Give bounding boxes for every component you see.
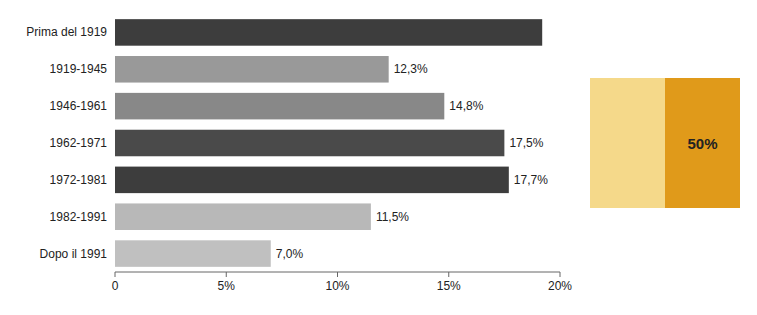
category-label: Dopo il 1991 <box>40 247 108 261</box>
tick <box>337 272 338 277</box>
tick-label: 15% <box>437 279 461 293</box>
bar <box>115 240 271 267</box>
data-label: 17,5% <box>509 136 543 150</box>
tick-label: 0 <box>112 279 119 293</box>
data-label: 17,7% <box>514 173 548 187</box>
annotation: 50% <box>687 135 717 152</box>
bar <box>115 203 371 230</box>
bar <box>115 167 509 194</box>
chart: 12,3% 14,8% 17,5% 17,7% 11,5% 7,0% Prima del 1… <box>0 0 757 315</box>
tick <box>448 272 449 277</box>
tick <box>560 272 561 277</box>
category-label: 1962-1971 <box>50 136 108 150</box>
inset-light <box>590 78 665 208</box>
y-axis: Prima del 1919 1919-1945 1946-1961 1962-197… <box>26 25 107 260</box>
data-label: 14,8% <box>449 99 483 113</box>
data-label: 12,3% <box>394 62 428 76</box>
category-label: 1919-1945 <box>50 62 108 76</box>
bar <box>115 56 389 83</box>
x-axis: 0 5% 10% 15% 20% <box>112 272 573 293</box>
bar <box>115 93 444 120</box>
inset: 50% <box>590 78 740 208</box>
tick-label: 5% <box>218 279 236 293</box>
tick-label: 20% <box>548 279 572 293</box>
category-label: 1946-1961 <box>50 99 108 113</box>
category-label: 1982-1991 <box>50 210 108 224</box>
data-label: 7,0% <box>276 247 304 261</box>
tick-label: 10% <box>325 279 349 293</box>
inset-dark <box>665 78 740 208</box>
data-label: 11,5% <box>376 210 409 224</box>
bars <box>115 19 542 267</box>
tick <box>115 272 116 277</box>
category-label: Prima del 1919 <box>26 25 107 39</box>
bar <box>115 19 542 46</box>
labels: 12,3% 14,8% 17,5% 17,7% 11,5% 7,0% <box>276 62 548 260</box>
tick <box>226 272 227 277</box>
bar <box>115 130 504 157</box>
category-label: 1972-1981 <box>50 173 108 187</box>
